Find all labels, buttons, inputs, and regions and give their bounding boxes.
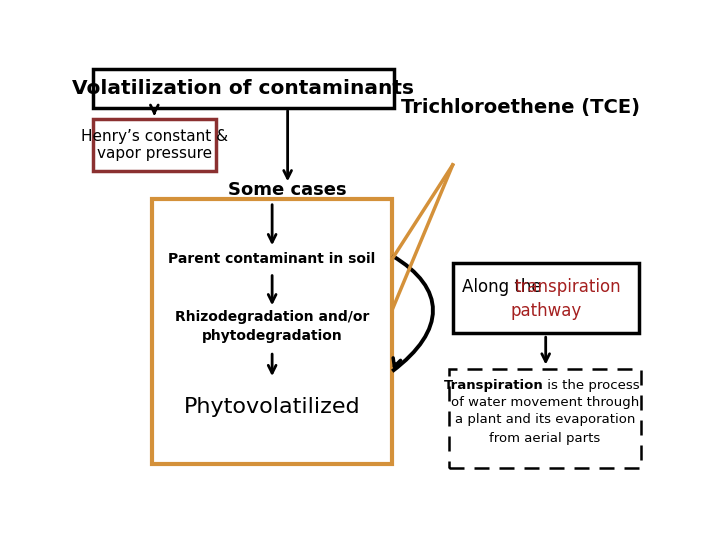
Text: Transpiration: Transpiration bbox=[444, 380, 544, 393]
FancyBboxPatch shape bbox=[449, 369, 641, 468]
FancyBboxPatch shape bbox=[453, 264, 639, 333]
Text: Some cases: Some cases bbox=[228, 181, 347, 199]
Text: pathway: pathway bbox=[510, 302, 581, 320]
Text: transpiration: transpiration bbox=[515, 278, 621, 295]
Text: Parent contaminant in soil: Parent contaminant in soil bbox=[168, 252, 376, 266]
Text: a plant and its evaporation: a plant and its evaporation bbox=[455, 413, 635, 426]
FancyBboxPatch shape bbox=[93, 70, 394, 108]
Text: from aerial parts: from aerial parts bbox=[490, 432, 600, 445]
Text: of water movement through: of water movement through bbox=[451, 396, 639, 409]
Text: is the process: is the process bbox=[544, 380, 640, 393]
Text: Phytovolatilized: Phytovolatilized bbox=[184, 397, 361, 417]
FancyBboxPatch shape bbox=[93, 119, 215, 171]
Text: Rhizodegradation and/or
phytodegradation: Rhizodegradation and/or phytodegradation bbox=[175, 310, 369, 343]
Text: Henry’s constant &
vapor pressure: Henry’s constant & vapor pressure bbox=[81, 129, 228, 161]
FancyBboxPatch shape bbox=[152, 199, 392, 464]
Text: Trichloroethene (TCE): Trichloroethene (TCE) bbox=[400, 98, 639, 117]
Text: Volatilization of contaminants: Volatilization of contaminants bbox=[73, 79, 415, 98]
Text: Along the: Along the bbox=[462, 278, 547, 295]
